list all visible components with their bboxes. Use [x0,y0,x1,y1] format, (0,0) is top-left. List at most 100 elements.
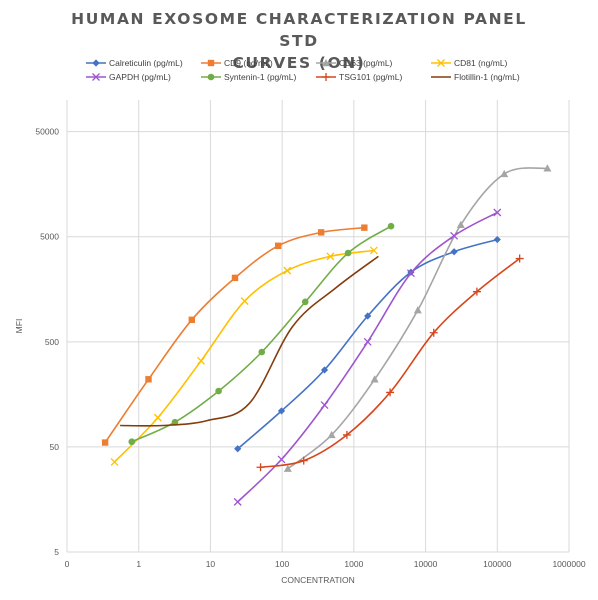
data-point-cd81-ng-ml-2 [197,356,206,365]
series-cd81-ng-ml [110,246,378,466]
data-point-tsg101-pg-ml-0 [256,463,265,472]
legend-item-cd63-pg-ml: CD63 (pg/mL) [316,58,431,68]
data-point-cd9-ng-ml-1 [145,376,152,383]
legend-label-syntenin-1-pg-ml: Syntenin-1 (pg/mL) [224,72,297,82]
x-tick-label-0: 0 [65,559,70,569]
series-calreticulin-pg-ml [234,235,501,453]
data-point-gapdh-pg-ml-3 [363,337,372,346]
legend-swatch-cd81-ng-ml [431,59,451,67]
legend-marker-gapdh-pg-ml [92,73,100,81]
series-flotillin-1-ng-ml [120,255,379,427]
y-tick-label-4: 50000 [35,127,59,137]
series-line-flotillin-1-ng-ml [120,255,379,427]
data-point-syntenin-1-pg-ml-3 [258,348,266,356]
data-point-calreticulin-pg-ml-2 [320,366,329,374]
legend-item-calreticulin-pg-ml: Calreticulin (pg/mL) [86,58,201,68]
legend-label-tsg101-pg-ml: TSG101 (pg/mL) [339,72,403,82]
series-line-gapdh-pg-ml [237,211,498,503]
series-cd9-ng-ml [101,224,368,446]
data-point-cd63-pg-ml-2 [370,375,379,383]
legend-swatch-cd63-pg-ml [316,59,336,67]
legend-item-tsg101-pg-ml: TSG101 (pg/mL) [316,72,431,82]
y-tick-label-0: 5 [54,547,59,557]
data-point-cd63-pg-ml-4 [456,220,465,228]
data-point-calreticulin-pg-ml-3 [364,312,372,320]
data-point-cd63-pg-ml-6 [543,164,552,172]
legend-item-flotillin-1-ng-ml: Flotillin-1 (ng/mL) [431,72,546,82]
data-point-syntenin-1-pg-ml-2 [215,387,222,395]
data-point-syntenin-1-pg-ml-4 [301,298,309,306]
legend-marker-tsg101-pg-ml [322,73,330,81]
y-tick-label-2: 500 [45,337,59,347]
data-point-tsg101-pg-ml-6 [515,254,524,263]
legend-swatch-tsg101-pg-ml [316,73,336,81]
x-tick-label-1: 1 [136,559,141,569]
legend-item-cd81-ng-ml: CD81 (ng/mL) [431,58,546,68]
data-point-cd81-ng-ml-1 [153,413,162,422]
chart-title-line-1: HUMAN EXOSOME CHARACTERIZATION PANEL STD [71,10,527,50]
data-point-gapdh-pg-ml-1 [277,455,286,464]
legend-swatch-gapdh-pg-ml [86,73,106,81]
data-point-cd63-pg-ml-0 [283,464,292,472]
data-point-cd9-ng-ml-3 [231,274,239,282]
data-point-cd9-ng-ml-2 [188,316,196,323]
data-point-tsg101-pg-ml-5 [472,287,481,296]
series-syntenin-1-pg-ml [128,222,395,446]
data-point-tsg101-pg-ml-4 [429,328,438,337]
data-point-cd63-pg-ml-1 [327,430,336,439]
data-point-cd63-pg-ml-3 [413,306,422,314]
data-point-gapdh-pg-ml-4 [406,269,415,278]
y-axis-title: MFI [14,319,24,334]
series-line-cd81-ng-ml [113,249,374,463]
legend-item-gapdh-pg-ml: GAPDH (pg/mL) [86,72,201,82]
x-tick-label-6: 100000 [483,559,512,569]
data-point-cd81-ng-ml-5 [326,252,335,261]
data-point-tsg101-pg-ml-1 [299,456,308,465]
data-point-cd81-ng-ml-4 [283,266,292,275]
x-tick-label-3: 100 [275,559,289,569]
data-point-gapdh-pg-ml-5 [450,231,459,240]
x-tick-label-2: 10 [206,559,216,569]
legend-swatch-calreticulin-pg-ml [86,59,106,67]
data-point-cd63-pg-ml-5 [500,169,509,178]
chart-legend: Calreticulin (pg/mL) CD9 (ng/mL) CD63 (pg/… [86,58,546,82]
legend-marker-syntenin-1-pg-ml [207,73,215,81]
legend-item-cd9-ng-ml: CD9 (ng/mL) [201,58,316,68]
y-tick-label-1: 50 [50,442,60,452]
legend-label-cd63-pg-ml: CD63 (pg/mL) [339,58,393,68]
x-axis-title: CONCENTRATION [281,575,355,585]
legend-swatch-flotillin-1-ng-ml [431,76,451,78]
series-line-cd9-ng-ml [104,226,365,444]
data-point-gapdh-pg-ml-6 [493,208,502,217]
chart-title-line-2: CURVES (ON) [232,54,366,72]
x-tick-label-4: 1000 [344,559,363,569]
x-tick-label-7: 1000000 [552,559,585,569]
data-point-cd81-ng-ml-0 [110,457,119,466]
series-line-tsg101-pg-ml [260,257,521,469]
data-point-cd9-ng-ml-4 [274,242,282,249]
data-point-calreticulin-pg-ml-0 [234,445,242,453]
data-point-cd9-ng-ml-5 [317,229,325,236]
data-point-syntenin-1-pg-ml-1 [171,418,179,426]
legend-label-flotillin-1-ng-ml: Flotillin-1 (ng/mL) [454,72,520,82]
data-point-calreticulin-pg-ml-1 [277,407,286,415]
legend-swatch-syntenin-1-pg-ml [201,73,221,81]
legend-label-cd9-ng-ml: CD9 (ng/mL) [224,58,273,68]
series-cd63-pg-ml [283,164,552,472]
data-point-syntenin-1-pg-ml-5 [344,249,352,257]
y-tick-label-3: 5000 [40,232,59,242]
data-point-tsg101-pg-ml-2 [342,430,351,439]
chart-title: HUMAN EXOSOME CHARACTERIZATION PANEL STD… [60,8,538,74]
data-point-cd81-ng-ml-6 [369,246,378,255]
gridlines [66,100,570,553]
data-point-calreticulin-pg-ml-6 [493,235,501,244]
x-tick-label-5: 10000 [414,559,438,569]
data-point-cd9-ng-ml-6 [361,224,368,231]
data-point-tsg101-pg-ml-3 [386,388,395,397]
legend-label-cd81-ng-ml: CD81 (ng/mL) [454,58,508,68]
tick-labels: 5 50 500 5000 50000 0 1 10 100 1000 10000 100000 100… [35,127,585,569]
data-point-cd81-ng-ml-3 [240,297,249,306]
data-point-syntenin-1-pg-ml-6 [387,222,395,230]
